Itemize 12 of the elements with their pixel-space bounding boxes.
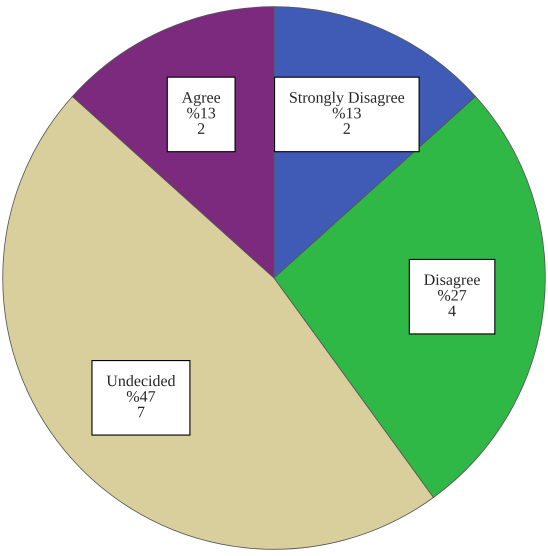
data-label: 7 bbox=[138, 406, 144, 418]
slice-label: Disagree bbox=[424, 274, 480, 288]
data-label: 4 bbox=[448, 306, 456, 316]
text: %13 bbox=[187, 108, 216, 118]
text: %13 bbox=[332, 108, 361, 119]
data-label: 2 bbox=[198, 123, 204, 134]
slice-label: Strongly Disagree bbox=[290, 92, 404, 106]
text: %47 bbox=[126, 391, 156, 402]
data-label: 2 bbox=[344, 123, 350, 134]
text: %27 bbox=[438, 290, 466, 301]
slice-label: Undecided bbox=[106, 374, 176, 386]
slice-label: Agree bbox=[182, 92, 220, 106]
